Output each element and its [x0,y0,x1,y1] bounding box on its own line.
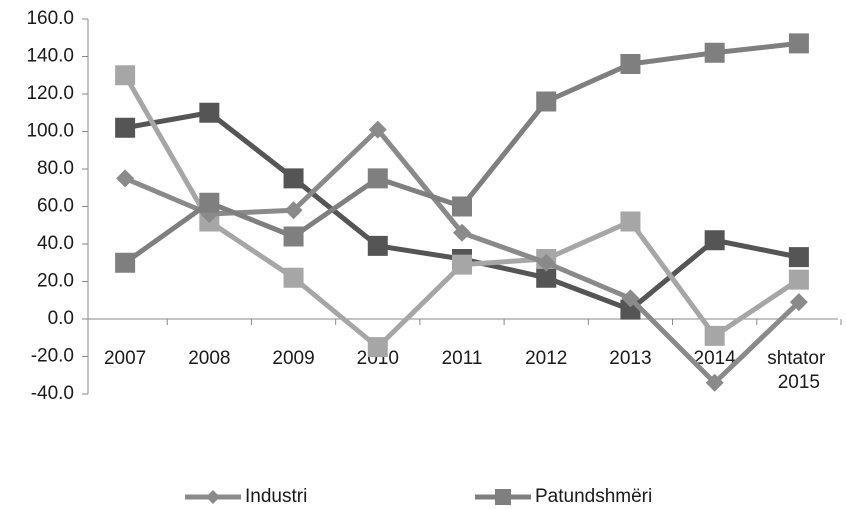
x-tick-label: 2012 [525,348,567,369]
marker [704,325,725,346]
marker [367,337,388,358]
y-tick-label: -40.0 [31,383,74,404]
marker [704,42,725,63]
marker [537,253,556,272]
y-tick-label: 0.0 [48,308,74,329]
marker [536,91,557,112]
marker [368,120,387,139]
marker [206,490,220,504]
marker [115,117,136,138]
x-tick-label: 2007 [104,348,146,369]
x-tick-label: 2011 [442,348,483,369]
marker [788,33,809,54]
marker [115,65,136,86]
y-tick-label: 40.0 [37,233,74,254]
y-tick-label: 80.0 [37,158,74,179]
y-tick-label: 160.0 [26,8,74,29]
marker [283,226,304,247]
y-tick-label: 60.0 [37,196,74,217]
marker [620,211,641,232]
marker [788,269,809,290]
x-tick-label: 2014 [694,348,737,369]
marker [452,254,472,275]
marker [452,196,472,217]
x-tick-label: 2008 [188,348,230,369]
y-tick-label: 100.0 [26,121,74,142]
y-tick-label: -20.0 [31,346,74,367]
x-tick-label-line: 2015 [778,372,820,393]
marker [705,373,724,392]
x-tick-label: 2013 [609,348,651,369]
x-tick-label: 2010 [357,348,399,369]
marker [536,267,557,288]
x-tick-label: shtator 2015 [767,348,830,393]
marker [789,293,808,312]
marker [620,54,641,74]
marker [284,201,303,220]
marker [199,192,220,213]
marker [621,289,640,308]
y-tick-label: 20.0 [37,271,74,292]
y-tick-label: 140.0 [26,46,74,67]
marker [199,102,220,123]
legend-label: Patundshmëri [535,486,652,507]
x-tick-label: 2009 [272,348,314,369]
legend-label: Industri [245,486,307,507]
marker [283,267,304,288]
marker [283,168,304,189]
marker [453,223,471,242]
marker [116,169,135,188]
marker [115,252,136,273]
marker [367,235,388,256]
x-tick-label-line: shtator [767,348,830,369]
marker [704,230,725,251]
marker [367,168,388,189]
marker [788,247,809,268]
marker [495,489,511,505]
y-tick-label: 120.0 [26,83,74,104]
